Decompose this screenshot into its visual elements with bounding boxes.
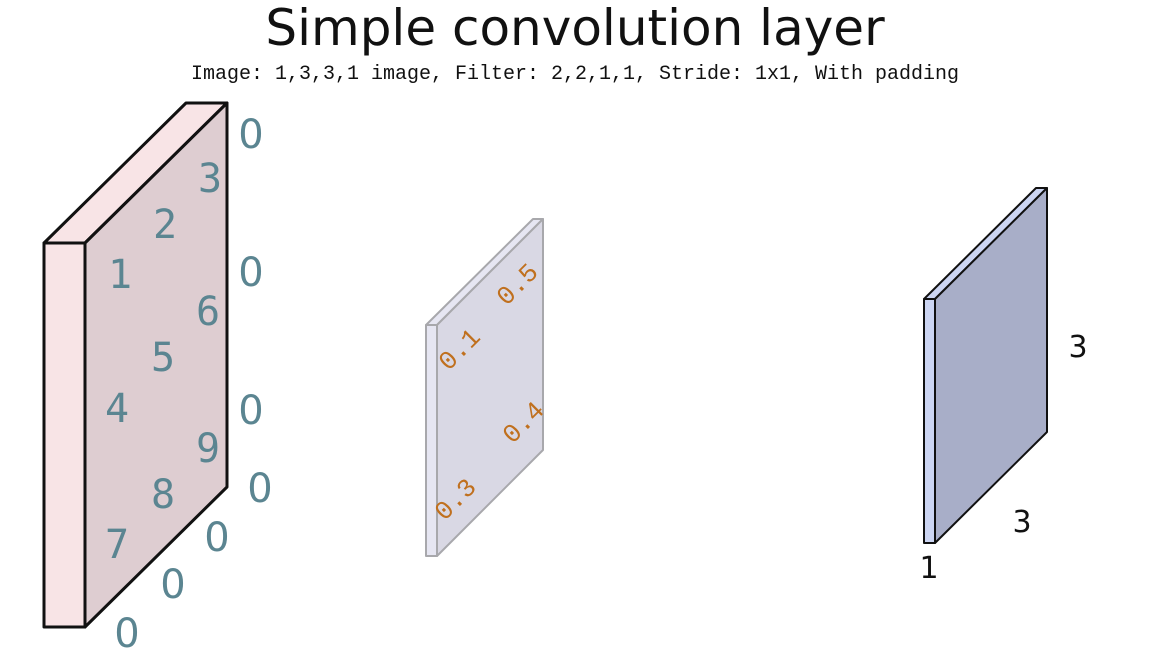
image-slab-face bbox=[83, 101, 229, 629]
output-slab-front bbox=[923, 298, 936, 544]
diagram-title: Simple convolution layer bbox=[265, 0, 885, 57]
padding-value: 0 bbox=[238, 112, 263, 158]
image-value: 5 bbox=[151, 335, 175, 381]
padding-value: 0 bbox=[204, 515, 229, 561]
image-padding: 0 0 0 0 0 0 0 bbox=[114, 112, 272, 657]
image-slab: 1 2 3 4 5 6 7 8 9 bbox=[42, 101, 229, 629]
padding-value: 0 bbox=[247, 466, 272, 512]
output-width-label: 3 bbox=[1012, 505, 1031, 540]
diagram-subtitle: Image: 1,3,3,1 image, Filter: 2,2,1,1, S… bbox=[191, 63, 959, 86]
image-slab-front bbox=[42, 241, 87, 629]
filter-slab: 0.1 0.5 0.3 0.4 bbox=[425, 218, 551, 557]
image-value: 4 bbox=[105, 386, 129, 432]
image-value: 6 bbox=[196, 289, 220, 335]
output-slab-face bbox=[934, 187, 1048, 544]
image-value: 8 bbox=[151, 472, 175, 518]
padding-value: 0 bbox=[238, 250, 263, 296]
output-slab: 3 3 1 bbox=[919, 187, 1088, 586]
padding-value: 0 bbox=[238, 388, 263, 434]
image-value: 3 bbox=[198, 156, 222, 202]
image-value: 1 bbox=[108, 252, 132, 298]
image-value: 2 bbox=[153, 202, 177, 248]
padding-value: 0 bbox=[160, 562, 185, 608]
output-depth-label: 1 bbox=[919, 551, 938, 586]
image-value: 9 bbox=[196, 426, 220, 472]
image-value: 7 bbox=[105, 522, 129, 568]
padding-value: 0 bbox=[114, 611, 139, 657]
filter-slab-face bbox=[436, 218, 544, 557]
output-height-label: 3 bbox=[1068, 330, 1087, 365]
